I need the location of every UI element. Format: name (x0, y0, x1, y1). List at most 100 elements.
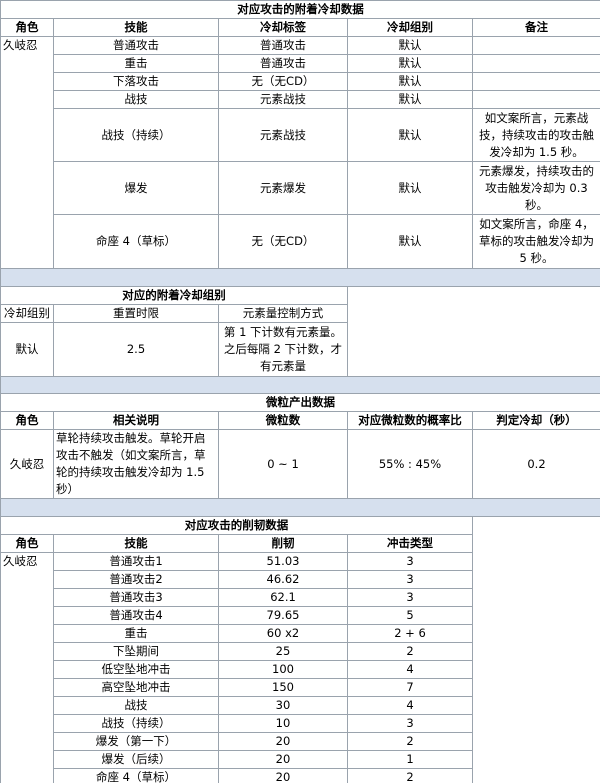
cell: 元素战技 (218, 90, 348, 109)
cell: 0 ~ 1 (218, 429, 348, 499)
table-row: 战技（持续） 10 3 (1, 714, 600, 733)
character: 久岐忍 (0, 36, 54, 269)
table-row: 战技 元素战技 默认 (1, 90, 600, 109)
cell: 无（无CD） (218, 72, 348, 91)
cell (471, 72, 600, 91)
table-row: 普通攻击2 46.62 3 (1, 570, 600, 589)
cell: 高空坠地冲击 (53, 678, 219, 697)
column-header: 技能 (53, 18, 219, 37)
blank (347, 286, 600, 377)
column-header: 相关说明 (53, 411, 219, 430)
column-header: 角色 (0, 18, 54, 37)
cell: 3 (347, 588, 473, 607)
column-header: 判定冷却（秒） (471, 411, 600, 430)
table-row: 重击 普通攻击 默认 (1, 54, 600, 73)
cell: 4 (347, 696, 473, 715)
table-row: 高空坠地冲击 150 7 (1, 678, 600, 697)
cell (471, 90, 600, 109)
column-header: 冷却标签 (218, 18, 348, 37)
cell: 3 (347, 552, 473, 571)
table-row: 普通攻击3 62.1 3 (1, 588, 600, 607)
table-row (0, 498, 600, 517)
cell: 第 1 下计数有元素量。之后每隔 2 下计数，才有元素量 (218, 322, 348, 377)
cell: 30 (218, 696, 348, 715)
column-header: 冷却组别 (347, 18, 473, 37)
cell: 10 (218, 714, 348, 733)
cell: 7 (347, 678, 473, 697)
table-row: 角色 相关说明 微粒数 对应微粒数的概率比 判定冷却（秒） (0, 411, 600, 430)
cell: 普通攻击 (53, 36, 219, 55)
cell: 5 (347, 606, 473, 625)
cell: 46.62 (218, 570, 348, 589)
cell: 20 (218, 768, 348, 783)
table-row (0, 268, 600, 287)
cell: 默认 (347, 161, 473, 215)
table-row: 微粒产出数据 (0, 393, 600, 412)
cell: 2.5 (53, 322, 219, 377)
column-header: 冲击类型 (347, 534, 473, 553)
cell: 1 (347, 750, 473, 769)
cell: 150 (218, 678, 348, 697)
table-row: 命座 4（草标） 无（无CD） 默认 如文案所言，命座 4，草标的攻击触发冷却为 5 … (1, 214, 600, 269)
column-header: 备注 (471, 18, 600, 37)
cell: 爆发（第一下） (53, 732, 219, 751)
cell: 60 x2 (218, 624, 348, 643)
cell: 默认 (347, 108, 473, 162)
cell: 2 + 6 (347, 624, 473, 643)
cell: 重击 (53, 624, 219, 643)
table-row: 爆发 元素爆发 默认 元素爆发，持续攻击的攻击触发冷却为 0.3 秒。 (1, 161, 600, 215)
cell: 默认 (347, 54, 473, 73)
column-header: 元素量控制方式 (218, 304, 348, 323)
cell: 如文案所言，元素战技，持续攻击的攻击触发冷却为 1.5 秒。 (471, 108, 600, 162)
cell: 元素爆发，持续攻击的攻击触发冷却为 0.3 秒。 (471, 161, 600, 215)
cell: 默认 (347, 90, 473, 109)
cell: 普通攻击 (218, 54, 348, 73)
cell: 无（无CD） (218, 214, 348, 269)
table-row: 角色 技能 冷却标签 冷却组别 备注 (0, 18, 600, 37)
cell: 战技 (53, 696, 219, 715)
column-header: 冷却组别 (0, 304, 54, 323)
column-header: 重置时限 (53, 304, 219, 323)
table-row: 久岐忍 普通攻击1 51.03 3 (0, 552, 600, 783)
cell: 普通攻击2 (53, 570, 219, 589)
table-row: 重击 60 x2 2 + 6 (1, 624, 600, 643)
cell: 草轮持续攻击触发。草轮开启攻击不触发（如文案所言，草轮的持续攻击触发冷却为 1.… (53, 429, 219, 499)
cell (471, 54, 600, 73)
table-row: 对应攻击的削韧数据 (0, 516, 600, 783)
cell: 普通攻击 (218, 36, 348, 55)
blank (472, 516, 600, 783)
cell: 51.03 (218, 552, 348, 571)
table-row: 下坠期间 25 2 (1, 642, 600, 661)
table-row: 爆发（后续） 20 1 (1, 750, 600, 769)
cell: 20 (218, 750, 348, 769)
cell: 普通攻击4 (53, 606, 219, 625)
cell: 默认 (347, 36, 473, 55)
column-header: 角色 (0, 411, 54, 430)
cell: 战技（持续） (53, 714, 219, 733)
column-header: 角色 (0, 534, 54, 553)
cell: 2 (347, 768, 473, 783)
cell: 爆发（后续） (53, 750, 219, 769)
column-header: 削韧 (218, 534, 348, 553)
column-header: 技能 (53, 534, 219, 553)
cell: 4 (347, 660, 473, 679)
column-header: 微粒数 (218, 411, 348, 430)
table-row: 对应的附着冷却组别 (0, 286, 600, 377)
cell: 20 (218, 732, 348, 751)
cell: 100 (218, 660, 348, 679)
cell: 命座 4（草标） (53, 214, 219, 269)
cell: 默认 (347, 72, 473, 91)
cell: 3 (347, 570, 473, 589)
cell: 元素战技 (218, 108, 348, 162)
cell: 命座 4（草标） (53, 768, 219, 783)
cell: 元素爆发 (218, 161, 348, 215)
spacer (0, 376, 600, 394)
cell: 2 (347, 732, 473, 751)
table-row (0, 376, 600, 394)
table-row: 爆发（第一下） 20 2 (1, 732, 600, 751)
cell: 重击 (53, 54, 219, 73)
cell: 默认 (0, 322, 54, 377)
table-row: 战技（持续） 元素战技 默认 如文案所言，元素战技，持续攻击的攻击触发冷却为 1.5 … (1, 108, 600, 162)
table-row: 久岐忍 草轮持续攻击触发。草轮开启攻击不触发（如文案所言，草轮的持续攻击触发冷却为… (0, 429, 600, 499)
